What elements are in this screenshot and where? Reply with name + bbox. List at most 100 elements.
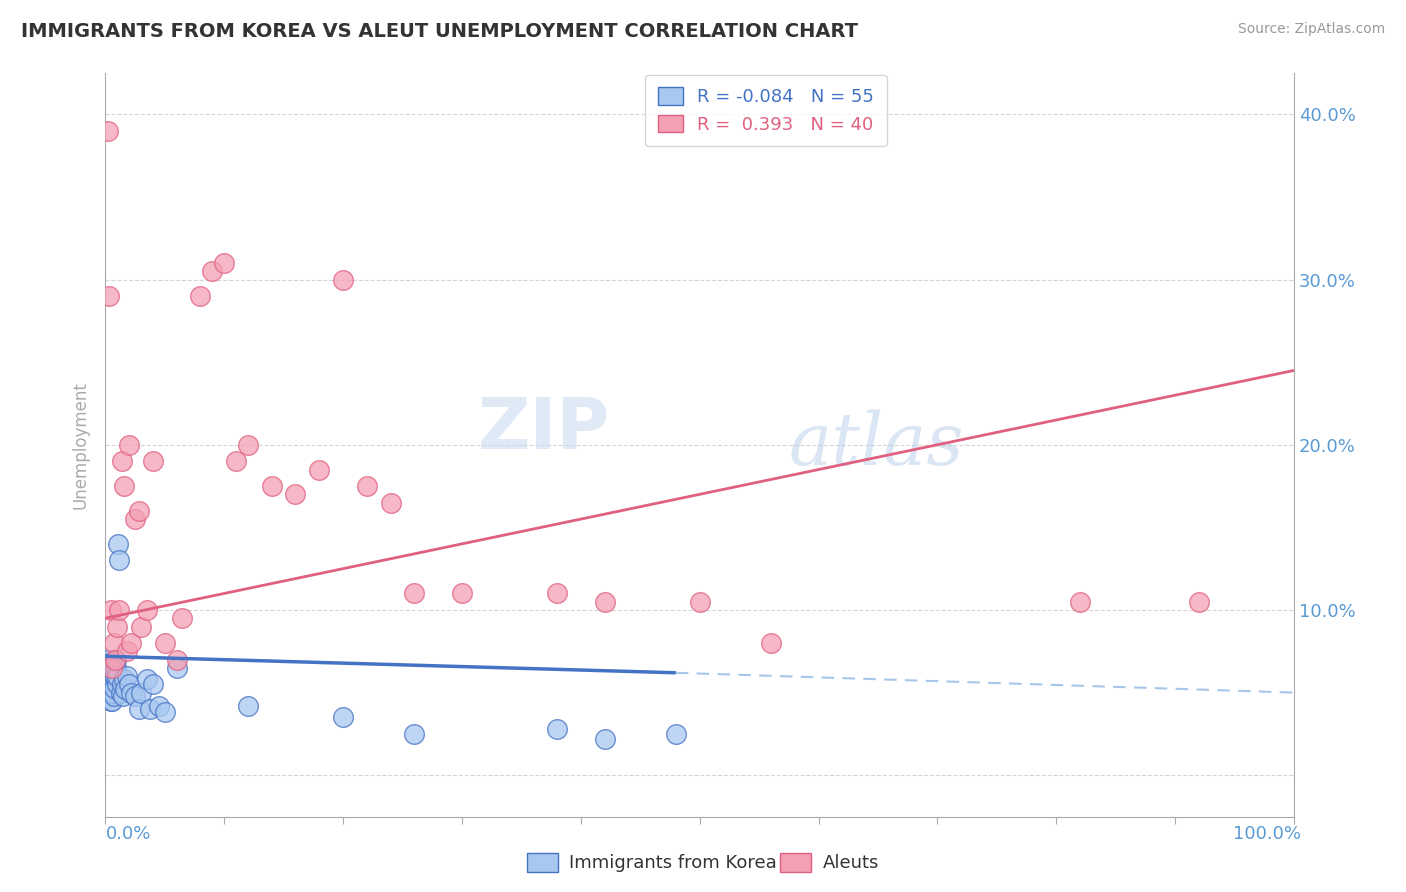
- Point: [212, 256, 235, 270]
- Point: [135, 673, 157, 687]
- Point: [100, 603, 122, 617]
- Text: 0.0%: 0.0%: [105, 825, 150, 843]
- Point: [124, 689, 146, 703]
- Point: [759, 636, 782, 650]
- Point: [148, 698, 170, 713]
- Point: [114, 682, 136, 697]
- Point: [135, 603, 157, 617]
- Point: [689, 595, 711, 609]
- Point: [166, 652, 188, 666]
- Point: [103, 669, 125, 683]
- Point: [98, 682, 121, 697]
- Text: Source: ZipAtlas.com: Source: ZipAtlas.com: [1237, 22, 1385, 37]
- Point: [124, 512, 146, 526]
- Point: [451, 586, 474, 600]
- Point: [129, 685, 152, 699]
- Point: [404, 727, 426, 741]
- Point: [118, 677, 141, 691]
- Point: [107, 537, 129, 551]
- Point: [97, 673, 120, 687]
- Point: [100, 669, 122, 683]
- Point: [115, 644, 138, 658]
- Point: [665, 727, 688, 741]
- Point: [129, 619, 152, 633]
- Point: [101, 677, 124, 691]
- Text: IMMIGRANTS FROM KOREA VS ALEUT UNEMPLOYMENT CORRELATION CHART: IMMIGRANTS FROM KOREA VS ALEUT UNEMPLOYM…: [21, 22, 858, 41]
- Point: [172, 611, 194, 625]
- Point: [97, 669, 120, 683]
- Legend: R = -0.084   N = 55, R =  0.393   N = 40: R = -0.084 N = 55, R = 0.393 N = 40: [645, 75, 887, 146]
- Point: [356, 479, 378, 493]
- Point: [153, 636, 176, 650]
- Point: [188, 289, 211, 303]
- Point: [97, 656, 120, 670]
- Point: [112, 479, 135, 493]
- Point: [101, 661, 124, 675]
- Point: [97, 289, 120, 303]
- Point: [404, 586, 426, 600]
- Point: [112, 673, 135, 687]
- Point: [98, 674, 121, 689]
- Point: [153, 706, 176, 720]
- Point: [98, 689, 121, 703]
- Point: [108, 553, 131, 567]
- Point: [308, 462, 330, 476]
- Point: [236, 698, 259, 713]
- Point: [101, 685, 124, 699]
- Point: [104, 669, 127, 683]
- Point: [1069, 595, 1091, 609]
- Point: [115, 669, 138, 683]
- Point: [593, 731, 616, 746]
- Point: [201, 264, 224, 278]
- Text: ZIP: ZIP: [478, 395, 610, 465]
- Point: [97, 124, 120, 138]
- Point: [260, 479, 283, 493]
- Point: [332, 710, 354, 724]
- Point: [104, 652, 127, 666]
- Point: [105, 677, 128, 691]
- Point: [97, 652, 120, 666]
- Point: [112, 689, 135, 703]
- Text: Aleuts: Aleuts: [823, 854, 879, 871]
- Point: [166, 661, 188, 675]
- Point: [105, 669, 128, 683]
- Point: [100, 677, 122, 691]
- Point: [96, 677, 118, 691]
- Point: [332, 272, 354, 286]
- Point: [100, 694, 122, 708]
- Point: [284, 487, 307, 501]
- Point: [128, 504, 150, 518]
- Point: [104, 661, 127, 675]
- Point: [111, 677, 134, 691]
- Point: [1188, 595, 1211, 609]
- Text: Immigrants from Korea: Immigrants from Korea: [569, 854, 778, 871]
- Point: [380, 495, 402, 509]
- Point: [110, 685, 132, 699]
- Point: [118, 438, 141, 452]
- Point: [139, 702, 162, 716]
- Point: [142, 454, 165, 468]
- Point: [97, 685, 120, 699]
- Point: [98, 669, 121, 683]
- Point: [108, 603, 131, 617]
- Point: [97, 677, 120, 691]
- Point: [103, 636, 125, 650]
- Point: [236, 438, 259, 452]
- Y-axis label: Unemployment: Unemployment: [72, 381, 89, 508]
- Point: [111, 454, 134, 468]
- Point: [101, 694, 124, 708]
- Point: [120, 685, 142, 699]
- Point: [100, 685, 122, 699]
- Point: [225, 454, 247, 468]
- Point: [142, 677, 165, 691]
- Point: [105, 619, 128, 633]
- Point: [593, 595, 616, 609]
- Text: 100.0%: 100.0%: [1233, 825, 1301, 843]
- Point: [546, 586, 568, 600]
- Point: [104, 661, 127, 675]
- Point: [103, 681, 125, 695]
- Point: [120, 636, 142, 650]
- Point: [104, 652, 127, 666]
- Point: [128, 702, 150, 716]
- Point: [104, 652, 127, 666]
